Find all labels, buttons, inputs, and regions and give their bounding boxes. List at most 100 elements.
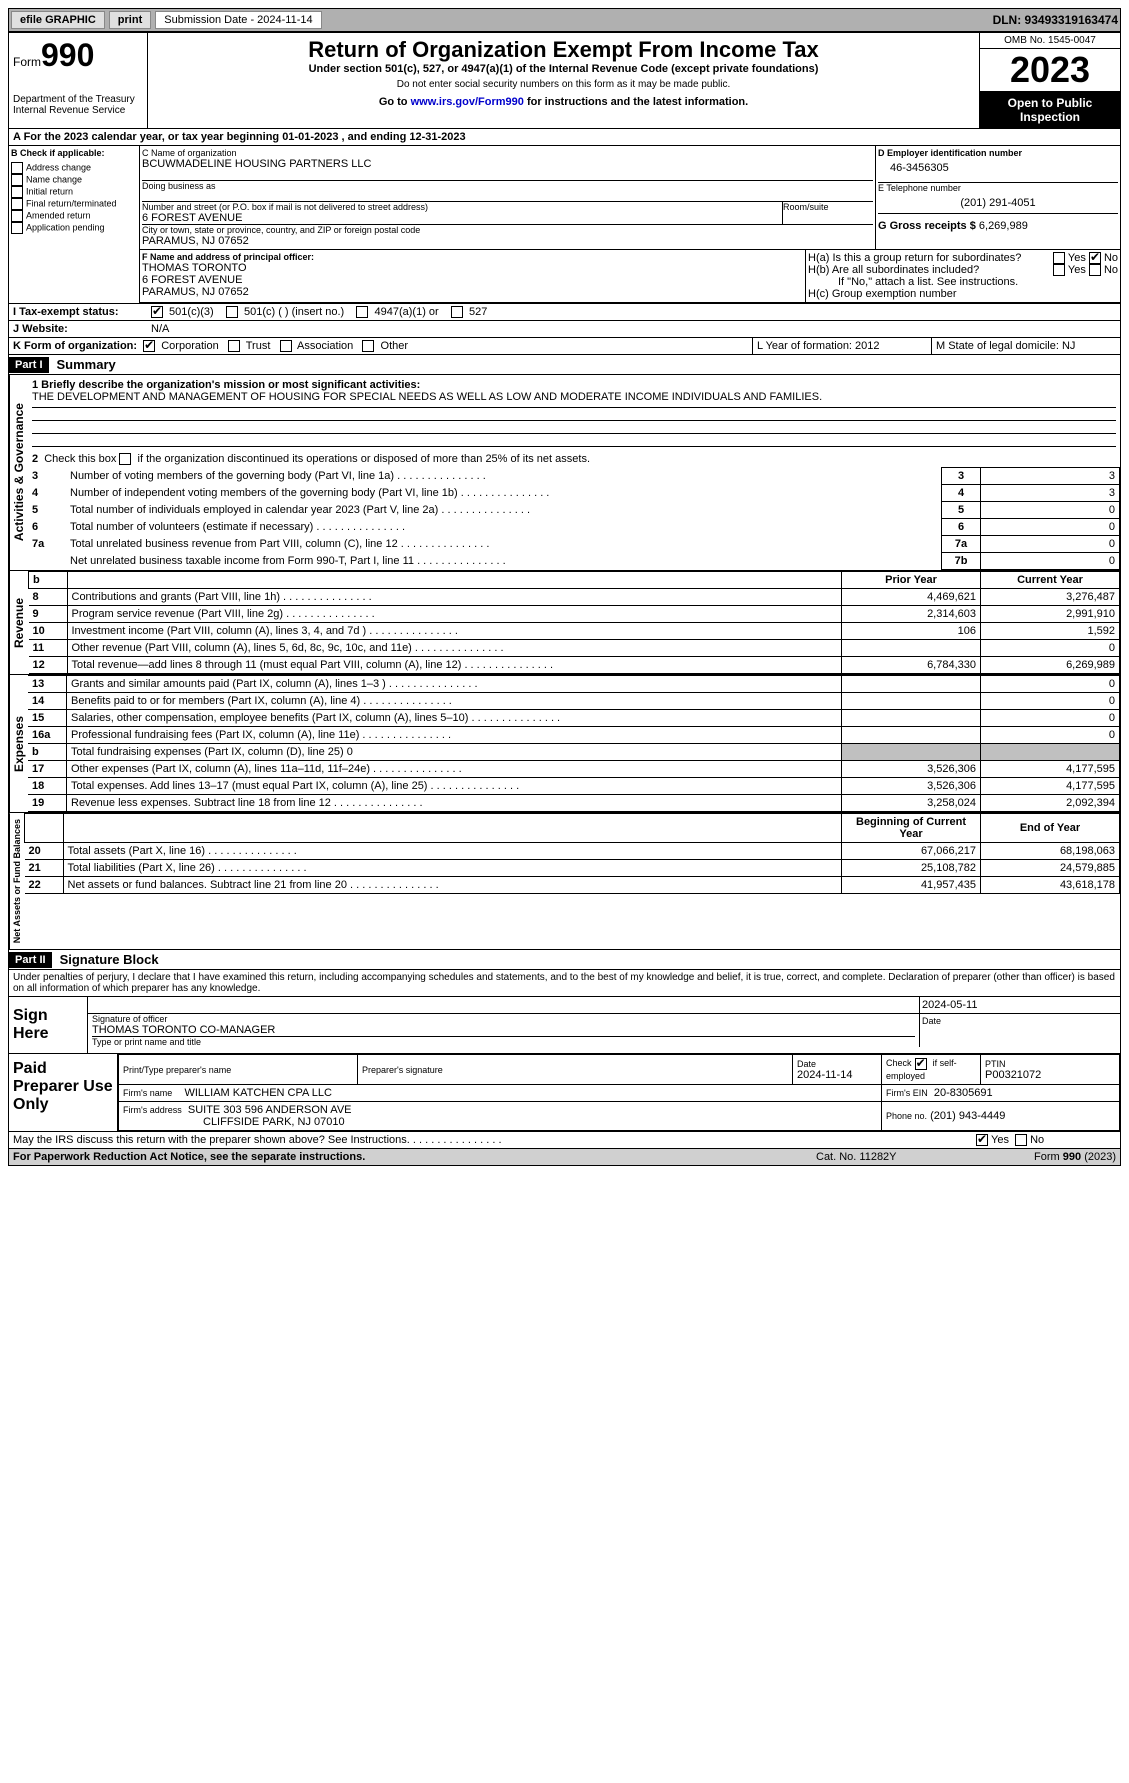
discuss-yes-checkbox[interactable] (976, 1134, 988, 1146)
l-label: L Year of formation: 2012 (753, 338, 932, 354)
current-value: 0 (981, 727, 1120, 744)
sections-b-through-m: B Check if applicable: Address changeNam… (8, 146, 1121, 304)
prior-value: 3,526,306 (842, 778, 981, 795)
tax-status-checkbox[interactable] (226, 306, 238, 318)
revenue-table: b Prior Year Current Year 8Contributions… (28, 571, 1120, 674)
g-label: G Gross receipts $ (878, 220, 976, 232)
form-org-checkbox[interactable] (228, 340, 240, 352)
officer-name: THOMAS TORONTO (142, 262, 803, 274)
col-end: End of Year (981, 814, 1120, 843)
tab-revenue: Revenue (9, 571, 28, 674)
section-j: J Website: N/A (8, 321, 1121, 338)
gov-value: 3 (981, 485, 1120, 502)
current-value: 3,276,487 (981, 589, 1120, 606)
ha-yes-checkbox[interactable] (1053, 252, 1065, 264)
tax-status-checkbox[interactable] (451, 306, 463, 318)
form990-link[interactable]: www.irs.gov/Form990 (411, 96, 524, 108)
part2-bar: Part II (9, 952, 52, 968)
officer-street: 6 FOREST AVENUE (142, 274, 803, 286)
i-label: I Tax-exempt status: (9, 304, 147, 320)
k-label: K Form of organization: (13, 340, 137, 352)
open-public: Open to Public Inspection (980, 92, 1120, 128)
firm-addr2: CLIFFSIDE PARK, NJ 07010 (123, 1116, 345, 1128)
current-value: 1,592 (981, 623, 1120, 640)
dba-label: Doing business as (142, 181, 873, 191)
section-a: A For the 2023 calendar year, or tax yea… (8, 129, 1121, 146)
current-value: 0 (981, 693, 1120, 710)
cat-no: Cat. No. 11282Y (816, 1151, 966, 1163)
section-b-checkbox[interactable] (11, 210, 23, 222)
sign-here-block: Sign Here 2024-05-11 Signature of office… (8, 997, 1121, 1054)
tab-netassets: Net Assets or Fund Balances (9, 813, 24, 949)
form-footer: Form 990 (2023) (966, 1151, 1116, 1163)
mission-text: THE DEVELOPMENT AND MANAGEMENT OF HOUSIN… (32, 391, 1116, 403)
print-button[interactable]: print (109, 11, 151, 29)
current-value: 68,198,063 (981, 843, 1120, 860)
submission-date: Submission Date - 2024-11-14 (155, 11, 321, 29)
prior-value (842, 727, 981, 744)
firm-name: WILLIAM KATCHEN CPA LLC (184, 1087, 332, 1099)
prior-value (842, 710, 981, 727)
website-value: N/A (147, 321, 173, 337)
section-b-checkbox[interactable] (11, 198, 23, 210)
current-value: 4,177,595 (981, 778, 1120, 795)
phone-value: (201) 291-4051 (878, 193, 1118, 213)
d-label: D Employer identification number (878, 148, 1118, 158)
tax-status-checkbox[interactable] (356, 306, 368, 318)
footer-bar: For Paperwork Reduction Act Notice, see … (8, 1149, 1121, 1166)
ssn-note: Do not enter social security numbers on … (152, 79, 975, 90)
form-org-checkbox[interactable] (362, 340, 374, 352)
prior-value (842, 640, 981, 657)
self-employed-checkbox[interactable] (915, 1058, 927, 1070)
prior-value: 67,066,217 (842, 843, 981, 860)
tab-expenses: Expenses (9, 675, 28, 812)
prior-value: 3,258,024 (842, 795, 981, 812)
gov-value: 0 (981, 536, 1120, 553)
prior-value: 25,108,782 (842, 860, 981, 877)
hb-no-checkbox[interactable] (1089, 264, 1101, 276)
discuss-no-checkbox[interactable] (1015, 1134, 1027, 1146)
paid-preparer-label: Paid Preparer Use Only (9, 1054, 118, 1130)
prior-value: 3,526,306 (842, 761, 981, 778)
type-name-label: Type or print name and title (92, 1037, 915, 1047)
topbar: efile GRAPHIC print Submission Date - 20… (8, 8, 1121, 32)
form-title: Return of Organization Exempt From Incom… (152, 37, 975, 63)
form-org-checkbox[interactable] (280, 340, 292, 352)
tax-status-checkbox[interactable] (151, 306, 163, 318)
prior-value (842, 676, 981, 693)
prior-value: 2,314,603 (842, 606, 981, 623)
current-value: 43,618,178 (981, 877, 1120, 894)
part1-title: Summary (49, 355, 124, 374)
city-value: PARAMUS, NJ 07652 (142, 235, 873, 247)
col-current: Current Year (981, 572, 1120, 589)
efile-button[interactable]: efile GRAPHIC (11, 11, 105, 29)
hb-note: If "No," attach a list. See instructions… (808, 276, 1118, 288)
sign-date: 2024-05-11 (920, 997, 1120, 1013)
form-org-checkbox[interactable] (143, 340, 155, 352)
prior-value: 106 (842, 623, 981, 640)
discuss-row: May the IRS discuss this return with the… (8, 1132, 1121, 1149)
irs-label: Internal Revenue Service (13, 105, 143, 116)
section-b-checkbox[interactable] (11, 186, 23, 198)
part2-header: Part II Signature Block (8, 950, 1121, 970)
section-b-label: B Check if applicable: (9, 146, 139, 160)
hb-yes-checkbox[interactable] (1053, 264, 1065, 276)
firm-ein: 20-8305691 (934, 1087, 993, 1099)
room-label: Room/suite (783, 202, 873, 212)
expenses-section: Expenses 13Grants and similar amounts pa… (8, 675, 1121, 813)
prior-value: 6,784,330 (842, 657, 981, 674)
q2-checkbox[interactable] (119, 453, 131, 465)
sign-here-label: Sign Here (9, 997, 88, 1053)
preparer-name-label: Print/Type preparer's name (123, 1065, 353, 1075)
gov-value: 3 (981, 468, 1120, 485)
current-value: 2,991,910 (981, 606, 1120, 623)
section-b-checkbox[interactable] (11, 222, 23, 234)
preparer-sig-label: Preparer's signature (362, 1065, 788, 1075)
ha-no-checkbox[interactable] (1089, 252, 1101, 264)
section-klm: K Form of organization: Corporation Trus… (8, 338, 1121, 355)
section-b-checkbox[interactable] (11, 162, 23, 174)
part1-bar: Part I (9, 357, 49, 373)
section-b-checkbox[interactable] (11, 174, 23, 186)
m-label: M State of legal domicile: NJ (932, 338, 1120, 354)
current-value: 2,092,394 (981, 795, 1120, 812)
